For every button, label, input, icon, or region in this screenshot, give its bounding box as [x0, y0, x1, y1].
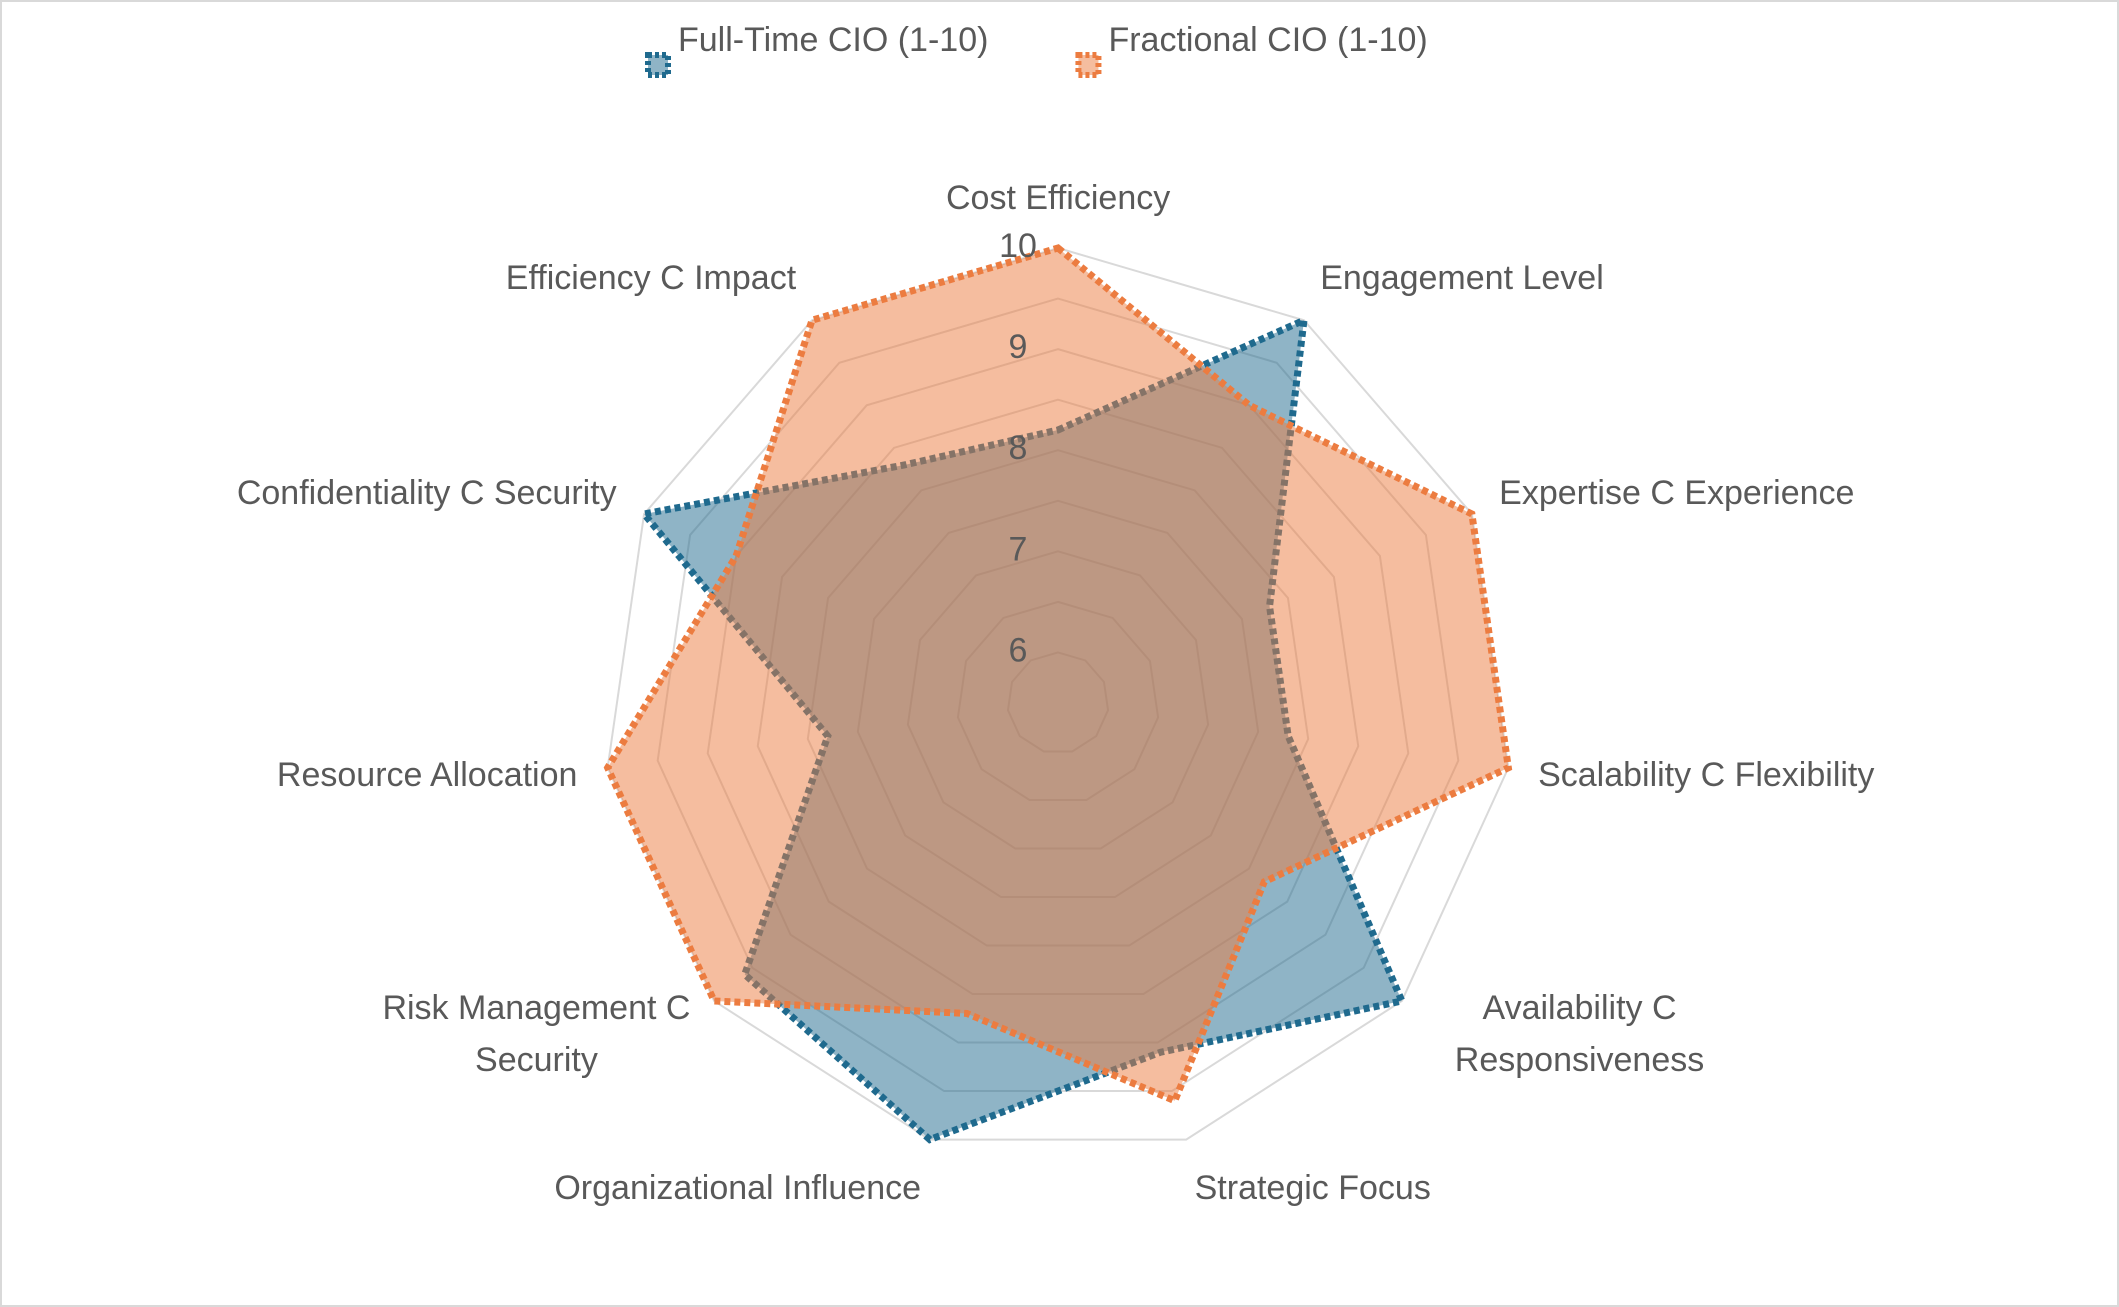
category-label: Scalability C Flexibility [1538, 755, 1875, 794]
category-label: Resource Allocation [276, 755, 578, 794]
category-label: Expertise C Experience [1499, 474, 1855, 513]
legend-marker [645, 52, 671, 78]
legend-marker [1075, 52, 1102, 78]
category-label: Engagement Level [1320, 259, 1604, 298]
category-label: Risk Management C Security [382, 988, 691, 1079]
category-label: Organizational Influence [554, 1168, 922, 1207]
category-label: Strategic Focus [1194, 1168, 1431, 1207]
r-tick-label: 10 [999, 227, 1037, 265]
r-tick-label: 8 [1009, 429, 1028, 467]
legend-label: Fractional CIO (1-10) [1108, 21, 1427, 59]
legend-label: Full-Time CIO (1-10) [678, 21, 988, 59]
category-label: Availability C Responsiveness [1454, 988, 1705, 1079]
r-tick-label: 6 [1009, 631, 1028, 669]
category-label: Efficiency C Impact [505, 259, 797, 298]
category-label: Confidentiality C Security [236, 474, 617, 513]
r-tick-label: 9 [1009, 328, 1028, 366]
r-tick-label: 7 [1009, 530, 1028, 568]
grid-ring [606, 246, 1510, 1141]
series-area [603, 244, 1513, 1106]
category-label: Cost Efficiency [946, 179, 1171, 217]
